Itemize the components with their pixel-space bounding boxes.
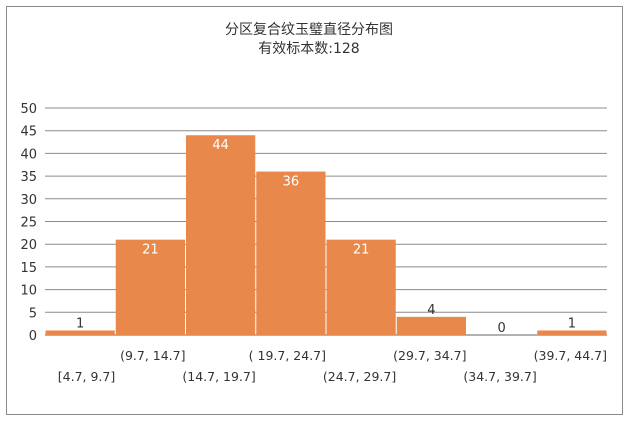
- chart-title: 分区复合纹玉璧直径分布图: [225, 21, 393, 38]
- y-axis: 0 5 10 15 20 25 30 35 40 45 50: [20, 102, 37, 344]
- y-tick-label: 20: [20, 238, 37, 253]
- bar: [326, 239, 396, 335]
- data-label: 44: [212, 138, 229, 153]
- chart-subtitle: 有效标本数:128: [258, 41, 359, 57]
- y-tick-label: 30: [20, 193, 37, 208]
- y-tick-label: 45: [20, 125, 37, 140]
- bar: [186, 135, 256, 335]
- y-tick-label: 50: [20, 102, 37, 117]
- bar: [396, 316, 466, 335]
- y-tick-label: 5: [29, 306, 37, 321]
- y-tick-label: 15: [20, 261, 37, 276]
- y-tick-label: 0: [29, 329, 37, 344]
- bar: [256, 171, 326, 335]
- x-tick-label: (24.7, 29.7]: [323, 369, 396, 384]
- x-tick-label: (39.7, 44.7]: [534, 348, 607, 363]
- y-tick-label: 35: [20, 170, 37, 185]
- bars: 1 21 44 36 21 4 0 1: [45, 135, 607, 336]
- data-label: 1: [568, 316, 576, 331]
- y-tick-label: 25: [20, 216, 37, 231]
- data-label: 21: [142, 243, 159, 258]
- x-tick-label: (9.7, 14.7]: [120, 348, 185, 363]
- data-label: 4: [427, 303, 435, 318]
- x-tick-label: (14.7, 19.7]: [182, 369, 255, 384]
- histogram-chart: 分区复合纹玉璧直径分布图 有效标本数:128 05101520253035404…: [20, 21, 607, 384]
- data-label: 21: [353, 243, 370, 258]
- data-label: 0: [497, 321, 505, 336]
- x-tick-label: (34.7, 39.7]: [463, 369, 536, 384]
- bar: [115, 239, 185, 335]
- y-tick-label: 10: [20, 284, 37, 299]
- x-tick-label: [4.7, 9.7]: [58, 369, 115, 384]
- data-label: 36: [283, 175, 300, 190]
- x-tick-label: (29.7, 34.7]: [393, 348, 466, 363]
- x-tick-label: ( 19.7, 24.7]: [249, 348, 326, 363]
- bar: [45, 330, 115, 335]
- bar: [537, 330, 607, 335]
- x-axis: [4.7, 9.7] (9.7, 14.7] (14.7, 19.7] ( 19.7,…: [58, 348, 607, 384]
- data-label: 1: [76, 316, 84, 331]
- chart-frame: 分区复合纹玉璧直径分布图 有效标本数:128 0 5 10 15 20 25 30 35 40 4…: [6, 6, 623, 415]
- y-tick-label: 40: [20, 147, 37, 162]
